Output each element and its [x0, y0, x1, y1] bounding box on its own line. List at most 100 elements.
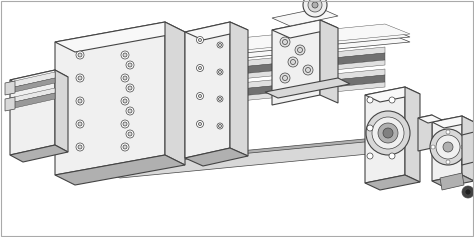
Circle shape [446, 160, 450, 164]
Circle shape [283, 76, 288, 81]
Circle shape [78, 145, 82, 149]
Circle shape [461, 145, 465, 149]
Circle shape [76, 97, 84, 105]
Circle shape [123, 76, 127, 80]
Polygon shape [418, 115, 442, 123]
Polygon shape [462, 132, 474, 165]
Polygon shape [365, 87, 405, 183]
Circle shape [308, 0, 322, 12]
Circle shape [121, 51, 129, 59]
Circle shape [197, 120, 203, 128]
Polygon shape [230, 22, 248, 156]
Circle shape [431, 145, 435, 149]
Circle shape [217, 123, 223, 129]
Circle shape [123, 53, 127, 57]
Polygon shape [272, 20, 320, 105]
Circle shape [280, 37, 290, 47]
Circle shape [123, 145, 127, 149]
Circle shape [78, 53, 82, 57]
Polygon shape [440, 173, 464, 190]
Polygon shape [95, 140, 410, 178]
Circle shape [389, 153, 395, 159]
Circle shape [295, 45, 305, 55]
Polygon shape [185, 22, 230, 158]
Polygon shape [418, 115, 432, 151]
Polygon shape [10, 78, 55, 93]
Circle shape [128, 132, 132, 136]
Polygon shape [10, 93, 55, 109]
Polygon shape [5, 81, 15, 95]
Circle shape [199, 123, 201, 126]
Polygon shape [185, 22, 248, 40]
Circle shape [217, 96, 223, 102]
Circle shape [197, 64, 203, 72]
Circle shape [121, 120, 129, 128]
Polygon shape [432, 116, 474, 128]
Circle shape [199, 95, 201, 97]
Circle shape [288, 57, 298, 67]
Polygon shape [55, 70, 68, 152]
Polygon shape [365, 175, 420, 190]
Polygon shape [95, 137, 410, 175]
Circle shape [443, 142, 453, 152]
Polygon shape [10, 145, 68, 162]
Circle shape [126, 61, 134, 69]
Polygon shape [405, 124, 445, 136]
Circle shape [76, 120, 84, 128]
Circle shape [298, 47, 302, 53]
Circle shape [430, 129, 466, 165]
Circle shape [123, 99, 127, 103]
Circle shape [128, 109, 132, 113]
Polygon shape [95, 53, 385, 88]
Circle shape [291, 59, 295, 64]
Circle shape [197, 92, 203, 100]
Polygon shape [10, 72, 55, 88]
Polygon shape [55, 155, 185, 185]
Polygon shape [405, 119, 445, 131]
Circle shape [197, 36, 203, 44]
Polygon shape [265, 78, 350, 98]
Polygon shape [95, 60, 385, 93]
Polygon shape [55, 22, 185, 52]
Circle shape [76, 74, 84, 82]
Circle shape [121, 74, 129, 82]
Circle shape [303, 0, 327, 17]
Circle shape [126, 84, 134, 92]
Polygon shape [95, 82, 385, 115]
Polygon shape [95, 69, 385, 103]
Circle shape [219, 97, 221, 100]
Polygon shape [95, 32, 410, 70]
Polygon shape [10, 88, 55, 103]
Circle shape [367, 125, 373, 131]
Circle shape [446, 130, 450, 134]
Circle shape [219, 44, 221, 46]
Polygon shape [462, 116, 474, 181]
Polygon shape [95, 24, 410, 62]
Circle shape [367, 153, 373, 159]
Polygon shape [95, 47, 385, 81]
Polygon shape [55, 22, 165, 175]
Polygon shape [365, 87, 420, 102]
Polygon shape [405, 87, 420, 182]
Circle shape [78, 99, 82, 103]
Polygon shape [272, 8, 338, 26]
Polygon shape [432, 175, 474, 187]
Circle shape [465, 189, 471, 195]
Circle shape [128, 86, 132, 90]
Polygon shape [405, 129, 445, 140]
Polygon shape [95, 27, 410, 65]
Circle shape [303, 65, 313, 75]
Circle shape [312, 2, 318, 8]
Circle shape [126, 107, 134, 115]
Circle shape [78, 76, 82, 80]
Circle shape [378, 123, 398, 143]
Circle shape [217, 69, 223, 75]
Polygon shape [320, 20, 338, 103]
Circle shape [283, 40, 288, 45]
Polygon shape [95, 75, 385, 110]
Circle shape [199, 38, 201, 41]
Circle shape [367, 97, 373, 103]
Polygon shape [272, 20, 338, 38]
Polygon shape [10, 70, 55, 155]
Circle shape [76, 143, 84, 151]
